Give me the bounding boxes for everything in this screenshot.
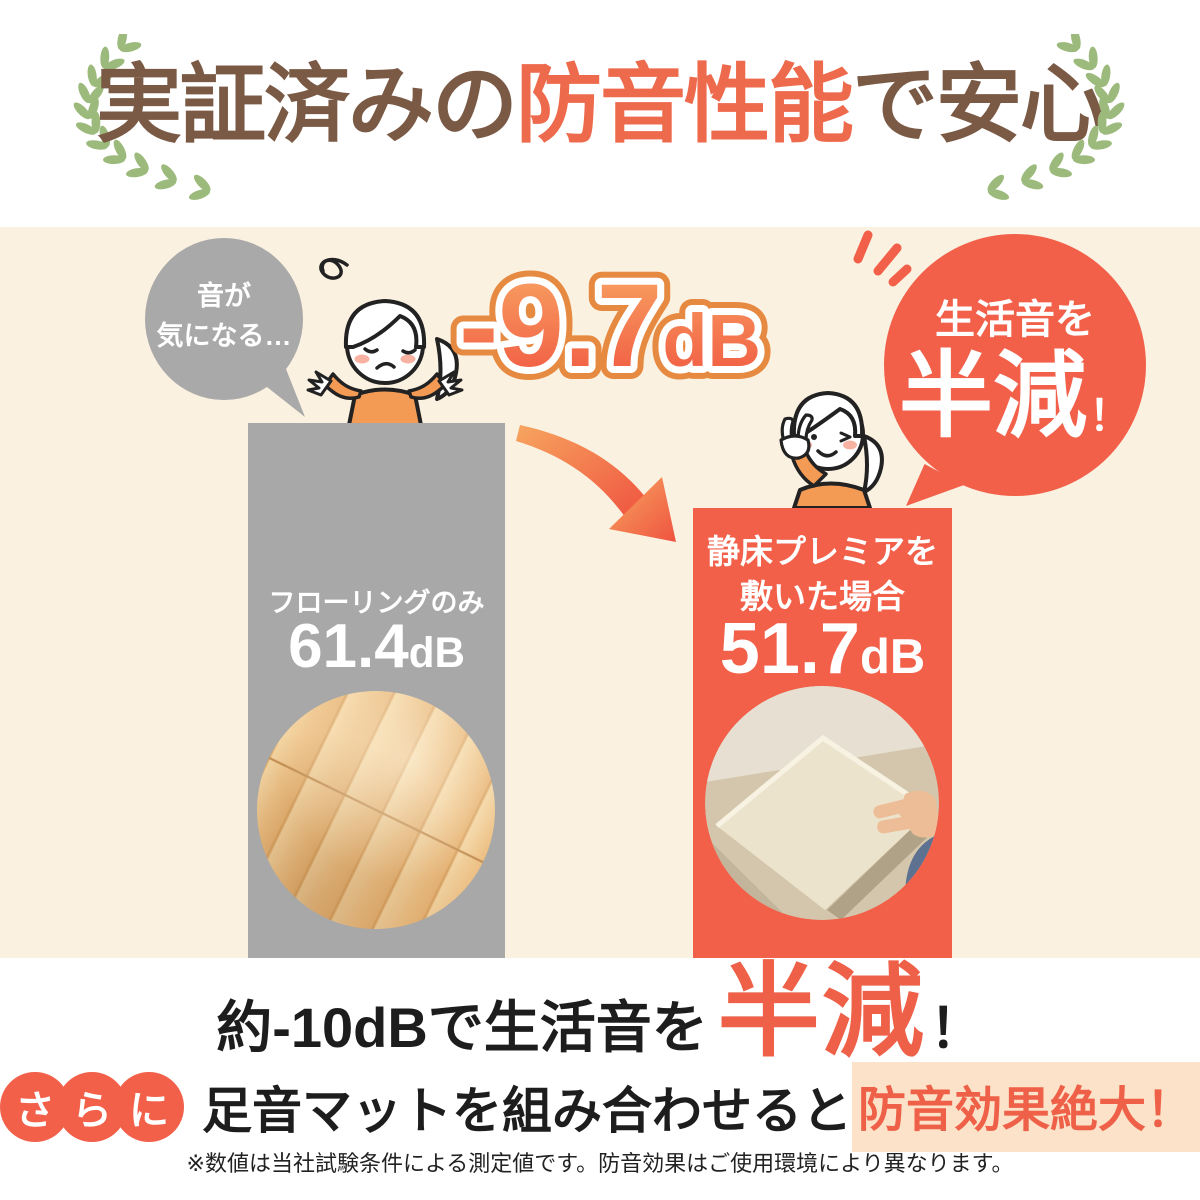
after-db-unit: dB xyxy=(859,630,926,684)
title-part1: 実証済みの xyxy=(96,57,518,153)
after-label-line2: 敷いた場合 xyxy=(740,577,905,615)
result-word: 半減 xyxy=(898,343,1087,448)
summary-line1: 約-10dBで生活音を 半減！ xyxy=(0,960,1200,1064)
svg-text:-9.7dB: -9.7dB xyxy=(459,260,761,392)
summary1-exclaim: ！ xyxy=(929,999,984,1059)
bar-after-value: 51.7 dB xyxy=(693,608,952,690)
sarani-badge: さ ら に xyxy=(0,1072,184,1142)
result-speech-bubble: 生活音を 半減 ！ xyxy=(884,234,1146,496)
worried-girl-illustration xyxy=(306,257,464,425)
worry-bubble-text: 音が 気になる… xyxy=(157,276,292,363)
summary1-black: 約-10dBで生活音を xyxy=(216,996,708,1059)
after-db-number: 51.7 xyxy=(719,609,860,689)
before-db-unit: dB xyxy=(408,629,465,676)
bar-with-mat: 静床プレミアを 敷いた場合 51.7 dB xyxy=(693,508,952,958)
title-accent: 防音性能 xyxy=(516,57,854,153)
footnote: ※数値は当社試験条件による測定値です。防音効果はご使用環境により異なります。 xyxy=(186,1151,1014,1176)
bar-before-label: フローリングのみ xyxy=(268,588,485,618)
reduction-value: -9.7dB -9.7dB -9.7dB xyxy=(446,247,774,405)
summary-line2: さ ら に 足音マットを組み合わせると 防音効果絶大！ xyxy=(0,1062,1200,1152)
svg-text:-9.7dB: -9.7dB xyxy=(459,260,761,392)
result-exclaim: ！ xyxy=(1089,392,1132,439)
comparison-scene: 音が 気になる… -9.7dB -9.7dB -9.7dB xyxy=(0,227,1200,958)
happy-girl-illustration xyxy=(779,391,884,508)
summary-section: 約-10dBで生活音を 半減！ さ ら に 足音マットを組み合わせると 防音効果絶… xyxy=(0,958,1200,1200)
svg-text:-9.7dB: -9.7dB xyxy=(459,260,761,392)
title-part2: で安心 xyxy=(852,57,1106,153)
summary2-accent: 防音効果絶大！ xyxy=(851,1062,1200,1152)
worry-line2: 気になる… xyxy=(156,321,292,351)
before-db-number: 61.4 xyxy=(288,612,409,681)
header: 実証済みの防音性能で安心 xyxy=(0,0,1200,227)
worry-speech-bubble: 音が 気になる… xyxy=(145,238,303,400)
result-line1: 生活音を xyxy=(935,298,1095,342)
after-label-line1: 静床プレミアを xyxy=(707,533,938,570)
worry-line1: 音が xyxy=(197,280,251,311)
mat-photo xyxy=(705,686,939,920)
flooring-photo xyxy=(257,691,495,929)
page-title: 実証済みの防音性能で安心 xyxy=(0,52,1200,160)
badge-char-3: に xyxy=(114,1072,184,1142)
summary1-accent: 半減 xyxy=(717,955,926,1069)
bar-after-label: 静床プレミアを 敷いた場合 xyxy=(693,530,952,619)
bar-flooring-only: フローリングのみ 61.4 dB xyxy=(248,423,505,958)
emphasis-lines-icon xyxy=(853,230,912,287)
laurel-left-icon xyxy=(73,34,211,200)
summary2-black: 足音マットを組み合わせると xyxy=(202,1083,852,1139)
arrow-icon xyxy=(516,425,676,542)
laurel-right-icon xyxy=(987,34,1125,200)
bar-before-value: 61.4 dB xyxy=(248,611,505,682)
